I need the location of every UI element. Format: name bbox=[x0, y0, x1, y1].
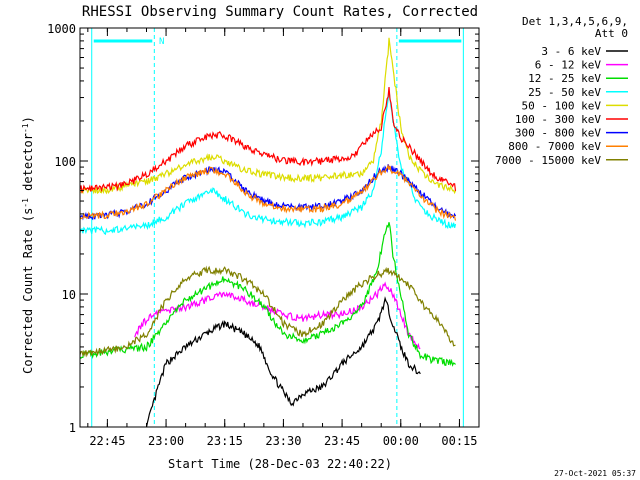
x-tick-label: 23:30 bbox=[265, 434, 301, 448]
y-tick-label: 1000 bbox=[47, 22, 76, 36]
series-line bbox=[79, 90, 457, 236]
night-marker: N bbox=[159, 37, 164, 47]
x-axis-label: Start Time (28-Dec-03 22:40:22) bbox=[168, 457, 392, 471]
series-line bbox=[79, 37, 457, 195]
series-line bbox=[134, 281, 421, 350]
y-tick-label: 1 bbox=[69, 421, 76, 435]
x-tick-label: 00:00 bbox=[383, 434, 419, 448]
chart-title: RHESSI Observing Summary Count Rates, Co… bbox=[82, 4, 478, 20]
plot-frame bbox=[79, 27, 480, 428]
y-tick-label: 10 bbox=[62, 288, 76, 302]
legend-label: 7000 - 15000 keV bbox=[495, 154, 601, 167]
x-tick-label: 00:15 bbox=[441, 434, 477, 448]
series-line bbox=[79, 265, 456, 358]
timestamp: 27-Oct-2021 05:37 bbox=[554, 469, 636, 478]
legend-label: 800 - 7000 keV bbox=[508, 140, 601, 153]
series-line bbox=[79, 86, 457, 194]
legend-label: 25 - 50 keV bbox=[528, 86, 601, 99]
x-tick-label: 23:15 bbox=[207, 434, 243, 448]
legend-label: 50 - 100 keV bbox=[522, 99, 602, 112]
legend-label: 6 - 12 keV bbox=[535, 59, 602, 72]
legend-label: 300 - 800 keV bbox=[515, 127, 601, 140]
x-tick-label: 23:00 bbox=[148, 434, 184, 448]
legend-label: 3 - 6 keV bbox=[541, 45, 601, 58]
series-lines bbox=[79, 37, 457, 428]
legend-label: 100 - 300 keV bbox=[515, 113, 601, 126]
y-tick-label: 100 bbox=[54, 155, 76, 169]
series-line bbox=[79, 163, 457, 221]
series-line bbox=[79, 222, 456, 367]
series-line bbox=[145, 296, 421, 428]
x-tick-label: 23:45 bbox=[324, 434, 360, 448]
legend-label: 12 - 25 keV bbox=[528, 72, 601, 85]
legend-header-line-2: Att 0 bbox=[595, 27, 628, 40]
y-axis-label: Corrected Count Rate (s-1 detector-1) bbox=[21, 116, 35, 374]
axes: 1 10 100 1000 22:45 23:00 23:15 23:30 23:45 00:00… bbox=[47, 22, 480, 448]
legend-header-line-1: Det 1,3,4,5,6,9, bbox=[522, 15, 628, 28]
x-tick-label: 22:45 bbox=[89, 434, 125, 448]
